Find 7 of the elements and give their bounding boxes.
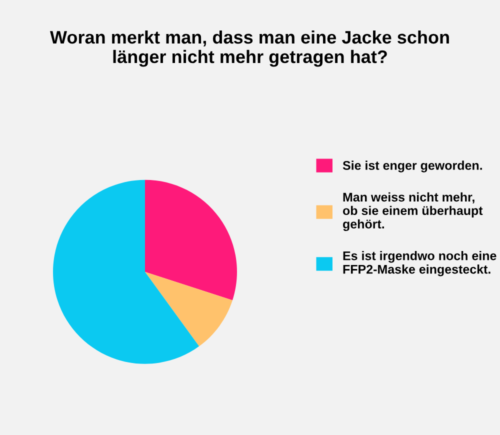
legend-label: Man weiss nicht mehr, ob sie einem überhaupt gehört.	[342, 192, 483, 232]
pie-slice	[145, 180, 237, 300]
pie-slice	[145, 272, 232, 346]
pie-slice	[53, 180, 200, 364]
chart-title: Woran merkt man, dass man eine Jacke schon länger nicht mehr getragen hat?	[50, 30, 449, 67]
legend-label: Sie ist enger geworden.	[342, 160, 482, 172]
legend-label: Es ist irgendwo noch eine FFP2-Maske eingesteckt.	[343, 251, 496, 276]
